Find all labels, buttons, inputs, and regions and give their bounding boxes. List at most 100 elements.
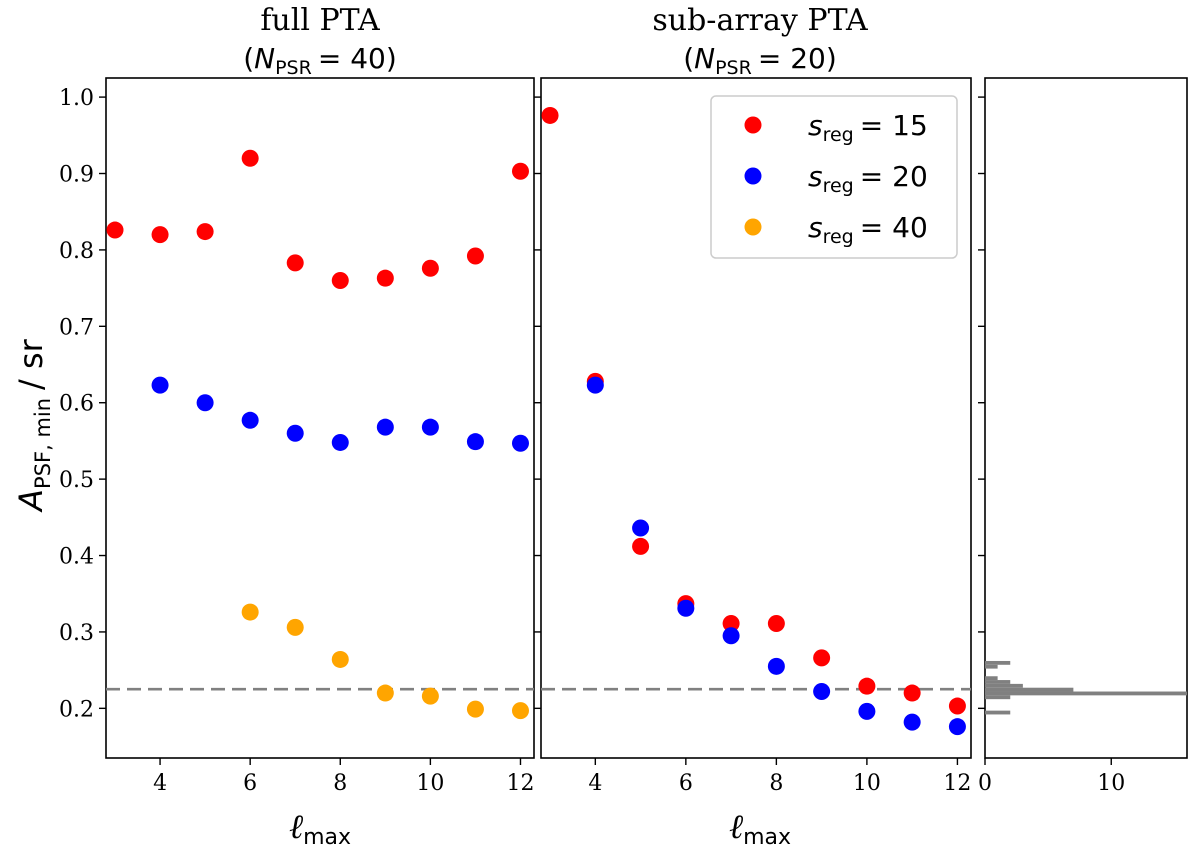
- y-tick-label: 0.8: [59, 239, 94, 264]
- npsr-symbol: N: [254, 42, 275, 75]
- title-full-pta: full PTA: [260, 3, 380, 38]
- point-s20-sub-array-pta: [858, 702, 876, 720]
- y-axis-label-group: APSF, min / sr: [12, 338, 55, 513]
- point-s40-full-pta: [331, 650, 349, 668]
- npsr-subscript: PSR: [275, 57, 312, 79]
- legend-sreg-symbol: s: [808, 160, 823, 193]
- histogram-bar: [985, 691, 1187, 696]
- point-s15-full-pta: [376, 269, 394, 287]
- point-s20-sub-array-pta: [813, 683, 831, 701]
- paren-open: (: [683, 42, 694, 75]
- point-s15-sub-array-pta: [813, 649, 831, 667]
- point-s15-full-pta: [286, 254, 304, 272]
- y-tick-label: 0.4: [59, 545, 94, 570]
- point-s40-full-pta: [511, 702, 529, 720]
- point-s15-full-pta: [151, 226, 169, 244]
- panel-sub-array-pta-frame: [540, 77, 972, 759]
- y-tick-label: 1.0: [59, 86, 94, 111]
- y-label-subscript: PSF, min: [31, 398, 55, 489]
- point-s15-full-pta: [196, 223, 214, 241]
- point-s15-sub-array-pta: [767, 615, 785, 633]
- npsr-subscript: PSR: [715, 57, 752, 79]
- histogram-bar: [985, 680, 1011, 684]
- x-tick-label-full-pta: 10: [416, 771, 444, 796]
- legend-sreg-subscript: reg: [823, 226, 854, 248]
- npsr-value: 20: [790, 42, 826, 75]
- y-label-symbol: A: [12, 489, 50, 513]
- point-s20-full-pta: [241, 411, 259, 429]
- x-tick-label-sub-array-pta: 6: [679, 771, 693, 796]
- panel-histogram-frame: [984, 77, 1188, 759]
- point-s20-sub-array-pta: [632, 519, 650, 537]
- point-s20-sub-array-pta: [722, 627, 740, 645]
- point-s40-full-pta: [241, 603, 259, 621]
- y-tick-label: 0.9: [59, 163, 94, 188]
- point-s20-sub-array-pta: [903, 713, 921, 731]
- legend-marker-s20: [744, 167, 762, 185]
- legend-value-s40: 40: [892, 211, 928, 244]
- histogram-bar: [985, 660, 1011, 665]
- paren-close: ): [386, 42, 397, 75]
- histogram-bar: [985, 683, 1023, 688]
- x-tick-label-sub-array-pta: 4: [588, 771, 602, 796]
- point-s15-sub-array-pta: [632, 537, 650, 555]
- x-tick-label-full-pta: 12: [506, 771, 534, 796]
- x-tick-label-full-pta: 8: [333, 771, 347, 796]
- paren-close: ): [826, 42, 837, 75]
- panel-full-pta-frame: [105, 77, 535, 759]
- x-tick-label-sub-array-pta: 12: [943, 771, 971, 796]
- x-tick-label-sub-array-pta: 8: [769, 771, 783, 796]
- point-s20-sub-array-pta: [677, 599, 695, 617]
- legend-marker-s40: [744, 218, 762, 236]
- point-s40-full-pta: [376, 684, 394, 702]
- legend-marker-s15: [744, 116, 762, 134]
- histogram-bar: [985, 710, 1011, 715]
- legend-frame: [710, 95, 958, 259]
- point-s20-full-pta: [196, 394, 214, 412]
- y-tick-label: 0.3: [59, 621, 94, 646]
- legend-equals: =: [860, 160, 892, 193]
- point-s20-full-pta: [331, 433, 349, 451]
- histogram-bar: [985, 664, 998, 669]
- point-s15-full-pta: [511, 162, 529, 180]
- legend-label-s15: sreg = 15: [808, 109, 928, 146]
- subtitle-sub-array-pta: (NPSR = 20): [683, 42, 837, 79]
- legend-label-s40: sreg = 40: [808, 211, 928, 248]
- paren-open: (: [243, 42, 254, 75]
- subtitle-full-pta: (NPSR = 40): [243, 42, 397, 79]
- npsr-value: 40: [350, 42, 386, 75]
- data-marks-layer: [106, 106, 1187, 736]
- x-tick-label-full-pta: 6: [243, 771, 257, 796]
- legend-label-s20: sreg = 20: [808, 160, 928, 197]
- legend-sreg-subscript: reg: [823, 175, 854, 197]
- point-s15-sub-array-pta: [903, 684, 921, 702]
- point-s15-full-pta: [466, 247, 484, 265]
- point-s15-sub-array-pta: [722, 615, 740, 633]
- point-s20-full-pta: [511, 434, 529, 452]
- histogram-bar: [985, 687, 1074, 692]
- x-tick-label-histogram: 0: [978, 771, 992, 796]
- x-tick-label-full-pta: 4: [153, 771, 167, 796]
- y-tick-label: 0.2: [59, 697, 94, 722]
- equals-sign: =: [318, 42, 350, 75]
- legend-equals: =: [860, 211, 892, 244]
- y-axis-label: APSF, min / sr: [12, 338, 55, 513]
- histogram-bar: [985, 676, 998, 681]
- point-s15-full-pta: [331, 271, 349, 289]
- y-tick-label: 0.7: [59, 315, 94, 340]
- point-s20-full-pta: [151, 376, 169, 394]
- x-tick-label-sub-array-pta: 10: [853, 771, 881, 796]
- point-s20-full-pta: [286, 424, 304, 442]
- legend-value-s20: 20: [892, 160, 928, 193]
- equals-sign: =: [758, 42, 790, 75]
- legend-sreg-subscript: reg: [823, 124, 854, 146]
- point-s15-full-pta: [421, 259, 439, 277]
- point-s20-full-pta: [466, 433, 484, 451]
- point-s20-sub-array-pta: [586, 376, 604, 394]
- axes-ticks-layer: 4 6 8 10 12 0.2 0.3 0.4 0.5 0.6 0.7 0.8 0.9 1.0 4 6 8 10 1…: [59, 86, 1125, 796]
- point-s20-sub-array-pta: [767, 657, 785, 675]
- y-tick-label: 0.5: [59, 468, 94, 493]
- x-axis-label-sub-array-pta: ℓmax: [729, 807, 791, 848]
- x-label-symbol: ℓ: [729, 807, 743, 847]
